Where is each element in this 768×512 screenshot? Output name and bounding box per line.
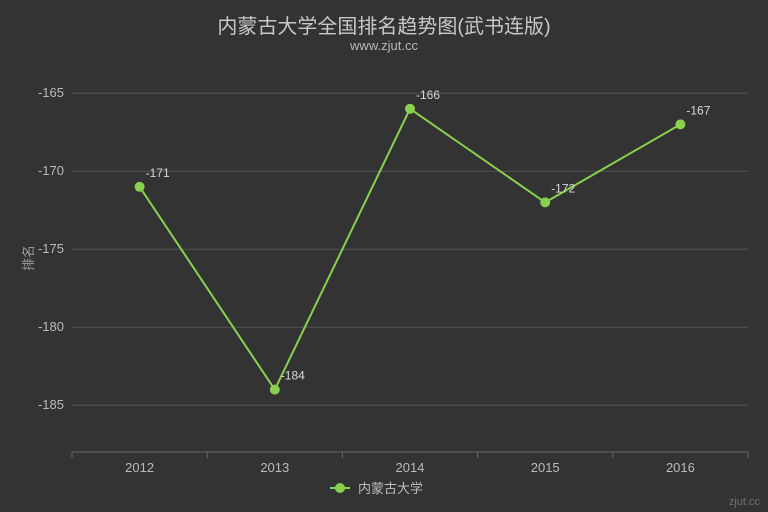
data-label: -166 (416, 88, 440, 102)
data-point[interactable] (675, 119, 685, 129)
legend-label[interactable]: 内蒙古大学 (358, 481, 423, 496)
chart-subtitle: www.zjut.cc (0, 38, 768, 53)
chart-svg: -165 -170 -175 -180 -185 2012 2013 2014 2015 2016… (0, 0, 768, 512)
x-tick-label: 2016 (666, 460, 695, 475)
credit-text: zjut.cc (729, 496, 760, 508)
y-tick-label: -185 (38, 397, 64, 412)
chart-title: 内蒙古大学全国排名趋势图(武书连版) (0, 10, 768, 39)
y-tick-label: -170 (38, 163, 64, 178)
data-point[interactable] (135, 182, 145, 192)
y-tick-label: -180 (38, 319, 64, 334)
y-tick-label: -175 (38, 241, 64, 256)
legend-marker (335, 483, 345, 493)
x-tick-label: 2014 (396, 460, 425, 475)
chart-container: 内蒙古大学全国排名趋势图(武书连版) www.zjut.cc 排名 -165-1… (0, 0, 768, 512)
data-point[interactable] (270, 385, 280, 395)
x-tick-label: 2015 (531, 460, 560, 475)
y-tick-label: -165 (38, 85, 64, 100)
data-label: -171 (146, 166, 170, 180)
data-point[interactable] (405, 104, 415, 114)
x-tick-label: 2013 (260, 460, 289, 475)
data-label: -167 (686, 103, 710, 117)
y-axis-label: 排名 (18, 245, 37, 271)
data-label: -172 (551, 181, 575, 195)
data-label: -184 (281, 369, 305, 383)
x-tick-label: 2012 (125, 460, 154, 475)
data-point[interactable] (540, 197, 550, 207)
